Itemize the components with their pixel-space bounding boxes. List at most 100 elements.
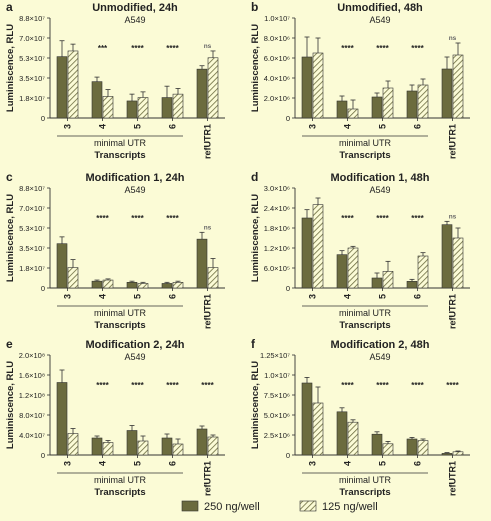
group-label: minimal UTR: [339, 138, 392, 148]
significance-marker: ns: [449, 213, 457, 220]
bar: [196, 428, 208, 456]
group-label: minimal UTR: [94, 308, 147, 318]
bar: [91, 437, 103, 456]
bar: [207, 436, 219, 456]
chart-title: Unmodified, 48h: [337, 2, 423, 14]
significance-marker: ****: [96, 381, 109, 390]
y-axis-label: Luminiscence, RLU: [5, 361, 16, 449]
bar: [441, 224, 453, 289]
chart-subtitle: A549: [369, 352, 390, 362]
bar: [67, 50, 79, 119]
x-axis-label: Transcripts: [339, 150, 390, 161]
x-tick-label: 4: [98, 461, 108, 466]
x-tick-label: 5: [378, 294, 388, 299]
bar: [312, 204, 324, 289]
y-tick-label: 6.0×10⁵: [264, 264, 290, 273]
y-tick-label: 0: [41, 114, 45, 123]
group-label: minimal UTR: [339, 475, 392, 485]
bar: [102, 279, 114, 289]
bar: [67, 267, 79, 289]
significance-marker: ****: [341, 214, 354, 223]
panel-letter: c: [6, 170, 13, 184]
y-tick-label: 2.5×10⁶: [264, 431, 290, 440]
y-tick-label: 4.0×10⁷: [19, 431, 45, 440]
x-tick-label: refUTR1: [448, 124, 458, 159]
x-tick-label: 3: [63, 294, 73, 299]
bar: [452, 451, 464, 456]
significance-marker: ****: [446, 381, 459, 390]
significance-marker: ns: [449, 35, 457, 42]
x-tick-label: 4: [343, 461, 353, 466]
x-tick-label: 6: [168, 461, 178, 466]
y-tick-label: 3.0×10⁶: [264, 184, 290, 193]
y-tick-label: 7.0×10⁷: [19, 204, 45, 213]
bar: [347, 247, 359, 289]
y-tick-label: 8.0×10⁷: [19, 411, 45, 420]
y-axis-label: Luminiscence, RLU: [250, 24, 261, 112]
y-tick-label: 5.3×10⁷: [19, 54, 45, 63]
y-tick-label: 1.6×10⁸: [19, 371, 45, 380]
significance-marker: ****: [166, 381, 179, 390]
panel-letter: b: [251, 0, 258, 14]
bar: [172, 443, 184, 456]
significance-marker: ***: [98, 44, 108, 53]
bar: [312, 52, 324, 119]
y-tick-label: 0: [41, 284, 45, 293]
y-tick-label: 3.5×10⁷: [19, 244, 45, 253]
significance-marker: ****: [376, 44, 389, 53]
y-tick-label: 1.0×10⁷: [264, 371, 290, 380]
x-tick-label: 5: [378, 124, 388, 129]
significance-marker: ****: [166, 44, 179, 53]
panel-letter: e: [6, 337, 13, 351]
x-axis-label: Transcripts: [339, 487, 390, 498]
significance-marker: ****: [411, 44, 424, 53]
x-axis-label: Transcripts: [94, 320, 145, 331]
x-tick-label: refUTR1: [203, 294, 213, 329]
group-label: minimal UTR: [94, 475, 147, 485]
bar: [406, 438, 418, 456]
y-tick-label: 7.5×10⁶: [264, 391, 290, 400]
bar: [56, 56, 68, 119]
y-tick-label: 5.3×10⁷: [19, 224, 45, 233]
bar: [196, 238, 208, 289]
chart-title: Unmodified, 24h: [92, 2, 178, 14]
x-tick-label: 6: [168, 294, 178, 299]
bar: [371, 96, 383, 119]
chart-title: Modification 2, 48h: [330, 339, 429, 351]
bar: [336, 100, 348, 119]
chart-title: Modification 2, 24h: [85, 339, 184, 351]
bar: [382, 443, 394, 456]
x-tick-label: 6: [413, 461, 423, 466]
y-tick-label: 1.2×10⁶: [264, 244, 290, 253]
bar: [126, 100, 138, 119]
y-tick-label: 2.0×10⁶: [264, 94, 290, 103]
bar: [137, 283, 149, 289]
bar: [452, 237, 464, 289]
x-tick-label: 6: [413, 294, 423, 299]
bar: [137, 97, 149, 119]
bar: [161, 437, 173, 456]
x-axis-label: Transcripts: [339, 320, 390, 331]
y-tick-label: 1.8×10⁶: [264, 224, 290, 233]
x-tick-label: 6: [168, 124, 178, 129]
bar: [207, 267, 219, 289]
x-tick-label: refUTR1: [448, 461, 458, 496]
x-tick-label: 4: [343, 124, 353, 129]
bar: [371, 433, 383, 456]
y-tick-label: 2.0×10⁸: [19, 351, 45, 360]
chart-subtitle: A549: [369, 15, 390, 25]
bar: [312, 402, 324, 456]
x-tick-label: 4: [98, 294, 108, 299]
bar: [371, 277, 383, 289]
significance-marker: ****: [376, 381, 389, 390]
y-axis-label: Luminiscence, RLU: [250, 361, 261, 449]
panel-letter: f: [251, 337, 256, 351]
x-tick-label: refUTR1: [448, 294, 458, 329]
chart-title: Modification 1, 48h: [330, 172, 429, 184]
x-tick-label: refUTR1: [203, 461, 213, 496]
bar: [417, 440, 429, 456]
